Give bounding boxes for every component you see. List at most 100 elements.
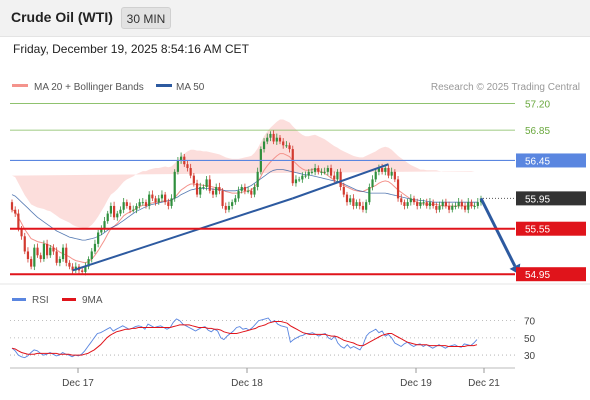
candle-body	[329, 168, 333, 176]
candle-body	[205, 179, 208, 187]
level-label-pivot: 56.45	[525, 156, 550, 167]
candle-body	[202, 187, 205, 188]
candle-body	[467, 202, 470, 210]
candle-body	[250, 190, 253, 195]
candle-body	[17, 213, 20, 229]
candle-body	[39, 255, 42, 260]
level-label-support: 55.55	[525, 225, 550, 236]
price-plot	[10, 119, 521, 276]
x-tick-label: Dec 17	[62, 378, 94, 389]
rsi-tick-label: 70	[524, 317, 536, 328]
credit-text: Research © 2025 Trading Central	[431, 82, 580, 93]
candle-body	[460, 202, 463, 206]
candle-body	[58, 259, 61, 263]
candle-body	[157, 198, 160, 203]
candle-body	[358, 202, 361, 206]
candle-body	[186, 164, 189, 169]
candle-body	[272, 133, 275, 142]
candle-body	[173, 171, 176, 199]
x-tick-label: Dec 18	[231, 378, 263, 389]
price-levels: 57.20 56.85 56.45 55.95 55.55 54.95	[10, 100, 586, 282]
candle-body	[179, 156, 183, 161]
candle-body	[326, 168, 329, 172]
candle-body	[243, 187, 247, 191]
candle-body	[109, 205, 113, 214]
candle-body	[144, 202, 148, 206]
candle-body	[195, 183, 199, 195]
candle-body	[138, 202, 141, 206]
candle-body	[403, 202, 406, 206]
trendline	[72, 197, 294, 272]
candle-body	[390, 171, 393, 176]
candle-body	[323, 171, 326, 173]
candle-body	[42, 243, 46, 260]
candle-body	[387, 168, 390, 176]
candle-body	[320, 171, 323, 173]
candle-body	[409, 198, 412, 203]
candle-body	[221, 190, 224, 206]
candle-body	[45, 243, 49, 256]
rsi-ma-legend-swatch	[62, 298, 76, 301]
candle-body	[416, 202, 419, 206]
candle-body	[355, 202, 358, 206]
candle-body	[262, 141, 266, 150]
candle-body	[380, 168, 384, 172]
candle-body	[10, 202, 14, 210]
level-tag-pivot	[516, 153, 586, 168]
candle-body	[400, 198, 403, 203]
candle-body	[231, 202, 234, 206]
candle-body	[240, 187, 243, 191]
ma50-legend-swatch	[156, 84, 172, 87]
candle-body	[256, 171, 259, 187]
candle-body	[313, 168, 317, 172]
timeframe-button[interactable]: 30 MIN	[121, 7, 171, 29]
candle-body	[52, 247, 55, 252]
candle-body	[384, 168, 387, 172]
candle-body	[396, 179, 400, 199]
level-tag-support	[516, 221, 586, 236]
candle-body	[447, 205, 451, 210]
candle-body	[310, 171, 314, 173]
candle-body	[176, 160, 180, 172]
projection-arrow-shaft	[479, 197, 517, 267]
candle-body	[349, 198, 352, 203]
candle-body	[61, 247, 65, 260]
candle-body	[282, 141, 285, 146]
candle-body	[55, 251, 58, 263]
candle-body	[227, 205, 231, 210]
candle-body	[432, 202, 435, 206]
candle-body	[285, 145, 288, 147]
candle-body	[275, 137, 278, 142]
rsi-ma-legend-label: 9MA	[82, 295, 103, 306]
x-axis: Dec 17 Dec 18 Dec 19 Dec 21	[62, 368, 500, 389]
candle-body	[435, 205, 438, 210]
candle-body	[422, 202, 425, 204]
candle-body	[352, 198, 355, 206]
candle-body	[93, 243, 97, 252]
candle-body	[365, 202, 368, 210]
level-label-support: 54.95	[525, 270, 550, 281]
rsi-tick-label: 50	[524, 334, 536, 345]
candle-body	[393, 171, 396, 180]
candle-body	[36, 247, 39, 256]
candle-body	[170, 198, 173, 206]
candle-body	[412, 198, 416, 203]
candle-body	[81, 270, 84, 272]
candle-body	[215, 187, 218, 195]
candle-body	[451, 205, 454, 210]
candle-body	[119, 209, 122, 214]
x-tick-label: Dec 21	[468, 378, 500, 389]
candle-body	[33, 247, 36, 267]
candle-body	[192, 175, 195, 184]
candle-body	[266, 137, 269, 142]
candle-body	[167, 202, 170, 206]
candle-body	[65, 247, 68, 263]
candle-body	[151, 194, 154, 199]
candle-body	[164, 194, 167, 203]
candle-body	[160, 194, 164, 199]
rsi-line	[11, 317, 478, 359]
candle-body	[441, 202, 444, 206]
candle-body	[438, 205, 441, 210]
candle-body	[307, 171, 310, 176]
candle-body	[87, 259, 90, 267]
